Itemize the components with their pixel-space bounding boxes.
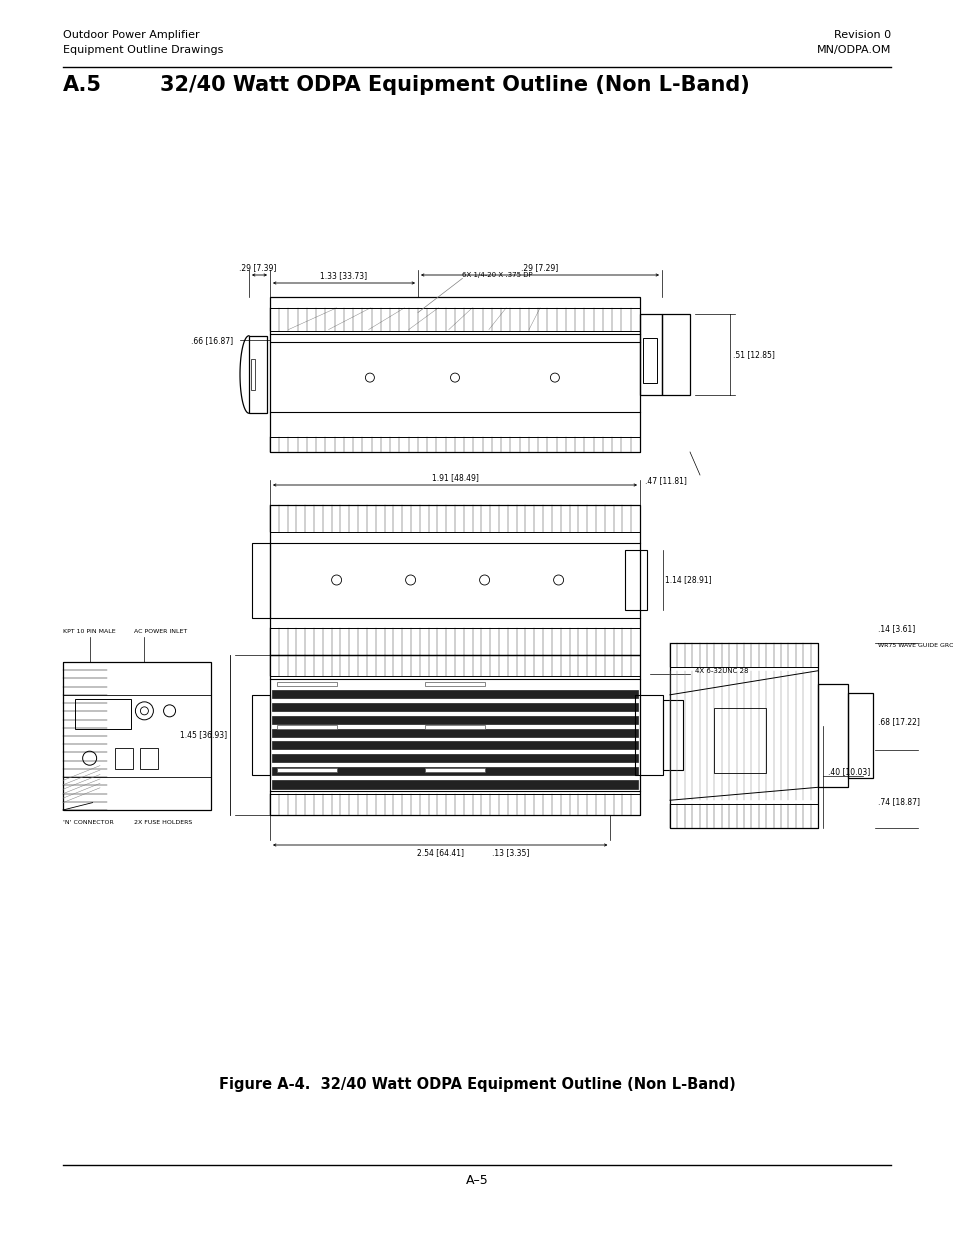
Bar bbox=[270, 505, 639, 532]
Bar bbox=[270, 296, 639, 452]
Bar bbox=[270, 655, 639, 815]
Bar bbox=[669, 643, 817, 667]
Text: MN/ODPA.OM: MN/ODPA.OM bbox=[816, 44, 890, 56]
Text: 1.33 [33.73]: 1.33 [33.73] bbox=[320, 270, 367, 280]
Text: .14 [3.61]: .14 [3.61] bbox=[877, 624, 914, 634]
Bar bbox=[635, 695, 662, 776]
Bar bbox=[639, 314, 661, 395]
Bar bbox=[270, 436, 639, 452]
Bar bbox=[74, 699, 131, 729]
Bar bbox=[249, 336, 267, 414]
Bar bbox=[661, 314, 689, 395]
Text: .29 [7.39]: .29 [7.39] bbox=[239, 263, 276, 272]
Bar bbox=[270, 308, 639, 331]
Text: .47 [11.81]: .47 [11.81] bbox=[644, 475, 686, 485]
Text: 6X 1/4-20 X .375 DP: 6X 1/4-20 X .375 DP bbox=[462, 273, 533, 278]
Bar bbox=[272, 741, 638, 750]
Bar bbox=[669, 643, 817, 827]
Text: A–5: A–5 bbox=[465, 1173, 488, 1187]
Text: .68 [17.22]: .68 [17.22] bbox=[877, 718, 919, 726]
Text: A.5: A.5 bbox=[63, 75, 102, 95]
Bar bbox=[642, 338, 657, 383]
Text: AC POWER INLET: AC POWER INLET bbox=[134, 629, 187, 634]
Text: 'N' CONNECTOR: 'N' CONNECTOR bbox=[63, 820, 113, 825]
Bar bbox=[252, 695, 270, 776]
Bar bbox=[847, 693, 872, 778]
Bar bbox=[272, 729, 638, 736]
Text: .66 [16.87]: .66 [16.87] bbox=[191, 336, 233, 345]
Bar bbox=[251, 359, 254, 390]
Bar bbox=[272, 755, 638, 762]
Text: 1.91 [48.49]: 1.91 [48.49] bbox=[431, 473, 478, 482]
Bar bbox=[276, 725, 336, 729]
Bar bbox=[624, 550, 646, 610]
Bar bbox=[714, 708, 765, 773]
Text: .29 [7.29]: .29 [7.29] bbox=[521, 263, 558, 272]
Text: WR75 WAVE GUIDE GROOVED: WR75 WAVE GUIDE GROOVED bbox=[877, 643, 953, 648]
Bar bbox=[270, 505, 639, 655]
Text: 32/40 Watt ODPA Equipment Outline (Non L-Band): 32/40 Watt ODPA Equipment Outline (Non L… bbox=[160, 75, 749, 95]
Bar bbox=[140, 748, 157, 768]
Bar bbox=[272, 703, 638, 711]
Bar bbox=[272, 690, 638, 698]
Text: .74 [18.87]: .74 [18.87] bbox=[877, 797, 919, 805]
Text: Equipment Outline Drawings: Equipment Outline Drawings bbox=[63, 44, 223, 56]
Bar bbox=[276, 768, 336, 772]
Bar bbox=[270, 794, 639, 815]
Bar bbox=[424, 725, 484, 729]
Text: Revision 0: Revision 0 bbox=[833, 30, 890, 40]
Text: 1.14 [28.91]: 1.14 [28.91] bbox=[664, 576, 711, 584]
Bar bbox=[272, 716, 638, 724]
Bar bbox=[669, 804, 817, 827]
Bar bbox=[272, 779, 638, 789]
Bar bbox=[270, 655, 639, 676]
Text: 2.54 [64.41]: 2.54 [64.41] bbox=[416, 848, 463, 857]
Text: 1.45 [36.93]: 1.45 [36.93] bbox=[180, 730, 227, 740]
Bar bbox=[276, 682, 336, 685]
Text: Outdoor Power Amplifier: Outdoor Power Amplifier bbox=[63, 30, 199, 40]
Bar bbox=[272, 767, 638, 776]
Bar bbox=[424, 768, 484, 772]
Bar bbox=[662, 700, 682, 771]
Text: .51 [12.85]: .51 [12.85] bbox=[732, 350, 774, 359]
Text: 2X FUSE HOLDERS: 2X FUSE HOLDERS bbox=[134, 820, 193, 825]
Bar bbox=[817, 684, 847, 787]
Bar bbox=[424, 682, 484, 685]
Text: KPT 10 PIN MALE: KPT 10 PIN MALE bbox=[63, 629, 115, 634]
Bar bbox=[63, 662, 211, 810]
Text: Figure A-4.  32/40 Watt ODPA Equipment Outline (Non L-Band): Figure A-4. 32/40 Watt ODPA Equipment Ou… bbox=[218, 1077, 735, 1093]
Text: .40 [10.03]: .40 [10.03] bbox=[827, 767, 869, 777]
Bar bbox=[252, 542, 270, 618]
Text: .13 [3.35]: .13 [3.35] bbox=[492, 848, 529, 857]
Bar bbox=[270, 629, 639, 655]
Text: 4X 6-32UNC 28: 4X 6-32UNC 28 bbox=[695, 668, 748, 674]
Bar bbox=[114, 748, 132, 768]
